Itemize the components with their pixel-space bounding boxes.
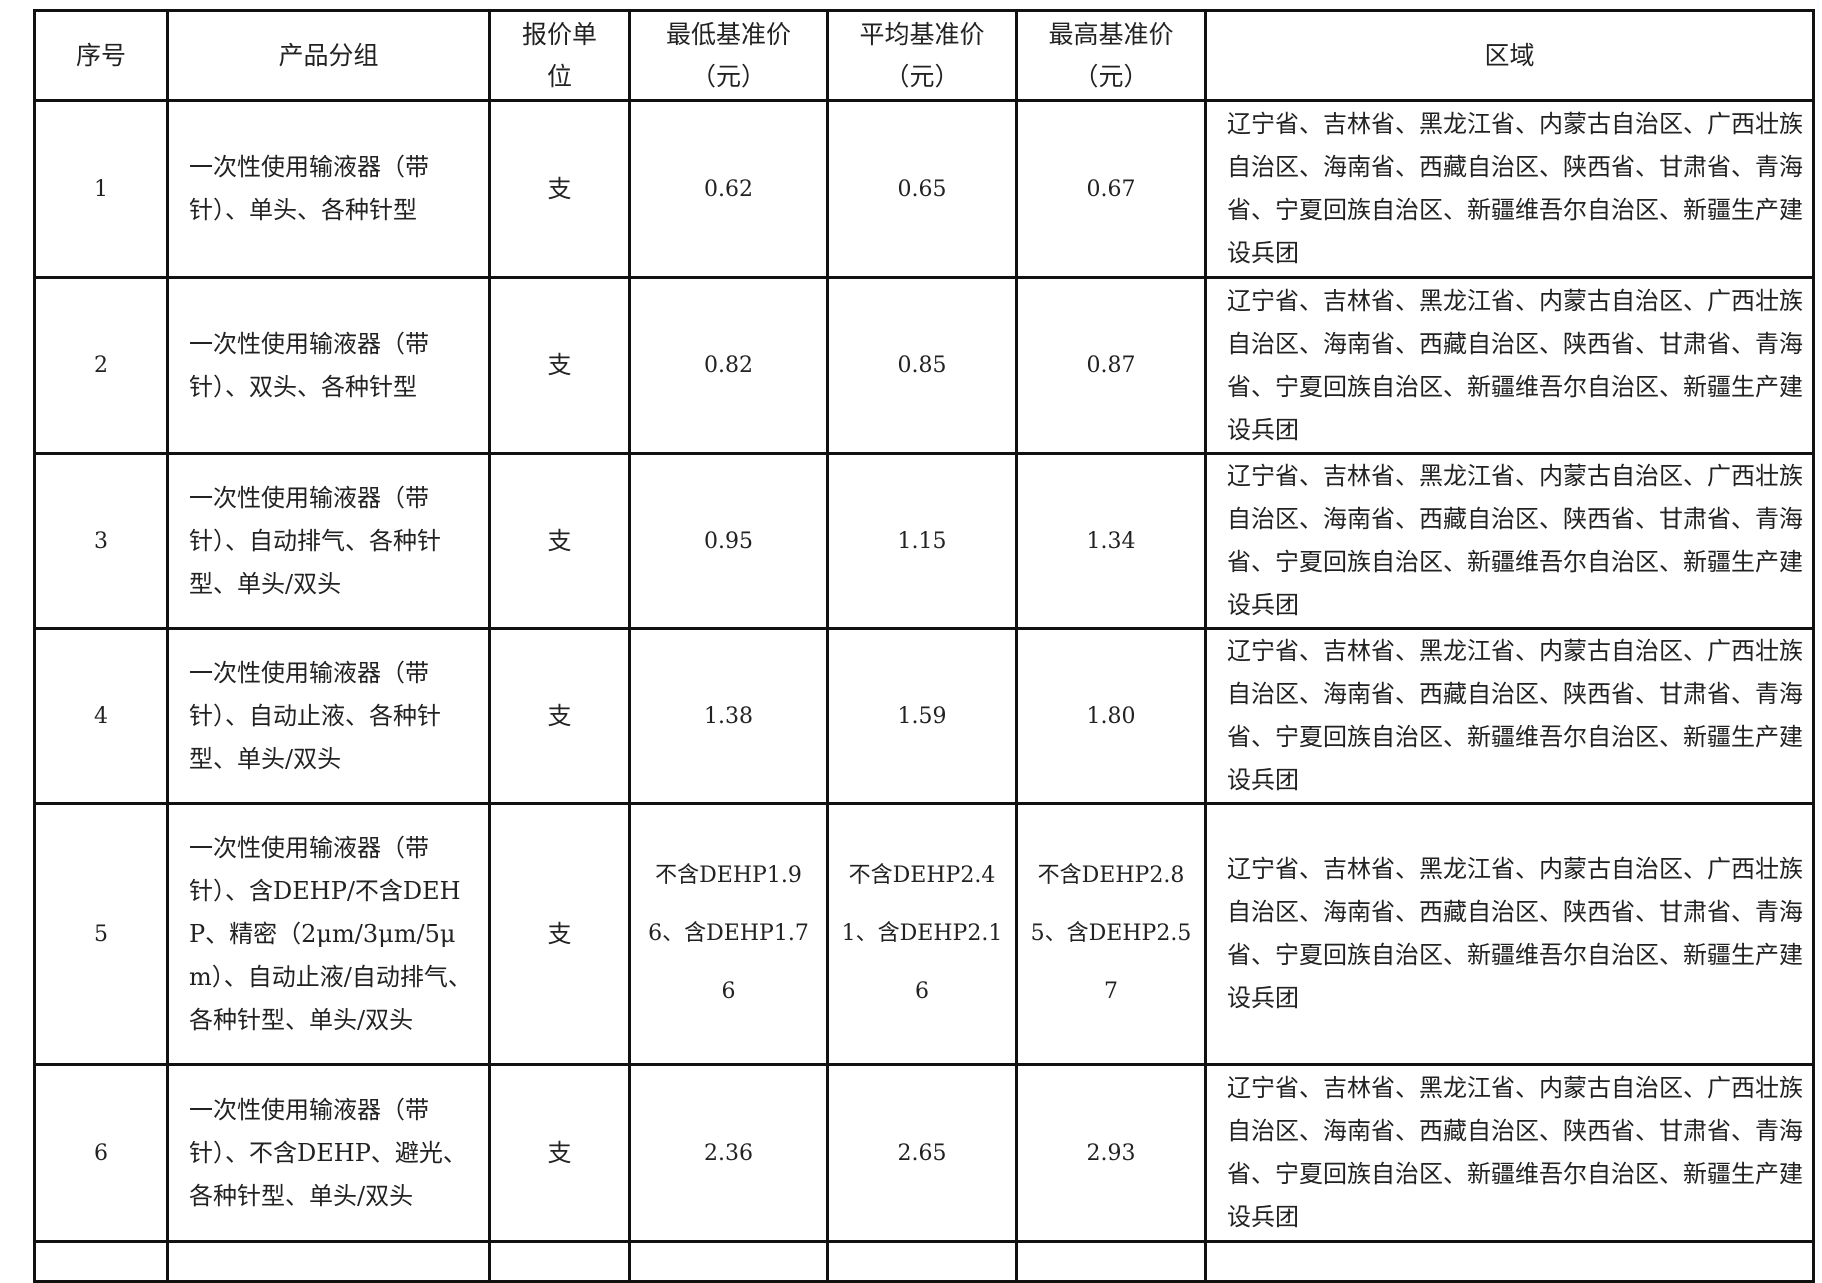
max-price: 0.87 [1015,276,1207,455]
empty-cell [628,1240,829,1283]
empty-cell [1204,1240,1815,1283]
table-row: 3 一次性使用输液器（带针）、自动排气、各种针型、单头/双头支 0.95 1.15 1.… [33,452,1815,630]
header-region: 区域 [1204,9,1815,102]
header-no: 序号 [33,9,169,102]
empty-cell [826,1240,1018,1283]
avg-price: 1.15 [826,452,1018,630]
max-price: 1.80 [1015,627,1207,805]
header-max: 最高基准价（元） [1015,9,1207,102]
min-price: 2.36 [628,1063,829,1243]
row-number: 1 [33,99,169,279]
max-price: 2.93 [1015,1063,1207,1243]
product-group: 一次性使用输液器（带针）、不含DEHP、避光、各种针型、单头/双头 [166,1063,491,1243]
empty-cell [33,1240,169,1283]
min-price: 0.95 [628,452,829,630]
header-avg: 平均基准价（元） [826,9,1018,102]
header-min: 最低基准价（元） [628,9,829,102]
quote-unit: 支 [488,99,631,279]
quote-unit: 支 [488,452,631,630]
avg-price: 2.65 [826,1063,1018,1243]
avg-price: 0.85 [826,276,1018,455]
avg-price: 0.65 [826,99,1018,279]
min-price: 0.62 [628,99,829,279]
header-max-label: 最高基准价（元） [1048,19,1174,91]
row-number: 5 [33,802,169,1066]
quote-unit: 支 [488,276,631,455]
product-group: 一次性使用输液器（带针）、自动排气、各种针型、单头/双头 [166,452,491,630]
table-row: 2 一次性使用输液器（带针）、双头、各种针型支 0.82 0.85 0.87 辽宁省、吉林… [33,276,1815,455]
header-product: 产品分组 [166,9,491,102]
table-row: 5 一次性使用输液器（带针）、含DEHP/不含DEHP、精密（2μm/3μm/5μ… [33,802,1815,1066]
product-group: 一次性使用输液器（带针）、单头、各种针型 [166,99,491,279]
table-row: 4 一次性使用输液器（带针）、自动止液、各种针型、单头/双头支 1.38 1.59 1.… [33,627,1815,805]
table-row: 1 一次性使用输液器（带针）、单头、各种针型支 0.62 0.65 0.67 辽宁省、吉林… [33,99,1815,279]
product-group: 一次性使用输液器（带针）、含DEHP/不含DEHP、精密（2μm/3μm/5μm… [166,802,491,1066]
region: 辽宁省、吉林省、黑龙江省、内蒙古自治区、广西壮族自治区、海南省、西藏自治区、陕西… [1204,99,1815,279]
row-number: 6 [33,1063,169,1243]
header-min-label: 最低基准价（元） [665,19,791,91]
region: 辽宁省、吉林省、黑龙江省、内蒙古自治区、广西壮族自治区、海南省、西藏自治区、陕西… [1204,1063,1815,1243]
table-row-partial [33,1240,1815,1283]
price-table: 序号 产品分组 报价单位 最低基准价（元） 平均基准价（元） 最高基准价（元） … [33,9,1815,1283]
row-number: 2 [33,276,169,455]
empty-cell [166,1240,491,1283]
quote-unit: 支 [488,802,631,1066]
max-price: 不含DEHP2.85、含DEHP2.57 [1015,802,1207,1066]
empty-cell [1015,1240,1207,1283]
product-group: 一次性使用输液器（带针）、双头、各种针型 [166,276,491,455]
header-row: 序号 产品分组 报价单位 最低基准价（元） 平均基准价（元） 最高基准价（元） … [33,9,1815,102]
avg-price: 不含DEHP2.41、含DEHP2.16 [826,802,1018,1066]
region: 辽宁省、吉林省、黑龙江省、内蒙古自治区、广西壮族自治区、海南省、西藏自治区、陕西… [1204,276,1815,455]
min-price: 0.82 [628,276,829,455]
avg-price: 1.59 [826,627,1018,805]
empty-cell [488,1240,631,1283]
row-number: 3 [33,452,169,630]
region: 辽宁省、吉林省、黑龙江省、内蒙古自治区、广西壮族自治区、海南省、西藏自治区、陕西… [1204,802,1815,1066]
min-price: 不含DEHP1.96、含DEHP1.76 [628,802,829,1066]
max-price: 0.67 [1015,99,1207,279]
region: 辽宁省、吉林省、黑龙江省、内蒙古自治区、广西壮族自治区、海南省、西藏自治区、陕西… [1204,627,1815,805]
max-price: 1.34 [1015,452,1207,630]
row-number: 4 [33,627,169,805]
header-unit-label: 报价单位 [521,19,597,91]
region: 辽宁省、吉林省、黑龙江省、内蒙古自治区、广西壮族自治区、海南省、西藏自治区、陕西… [1204,452,1815,630]
header-unit: 报价单位 [488,9,631,102]
quote-unit: 支 [488,1063,631,1243]
min-price: 1.38 [628,627,829,805]
header-avg-label: 平均基准价（元） [859,19,985,91]
product-group: 一次性使用输液器（带针）、自动止液、各种针型、单头/双头 [166,627,491,805]
table-row: 6 一次性使用输液器（带针）、不含DEHP、避光、各种针型、单头/双头支 2.36 2… [33,1063,1815,1243]
quote-unit: 支 [488,627,631,805]
